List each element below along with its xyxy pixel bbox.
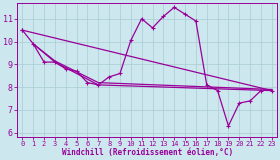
X-axis label: Windchill (Refroidissement éolien,°C): Windchill (Refroidissement éolien,°C) — [62, 148, 233, 157]
